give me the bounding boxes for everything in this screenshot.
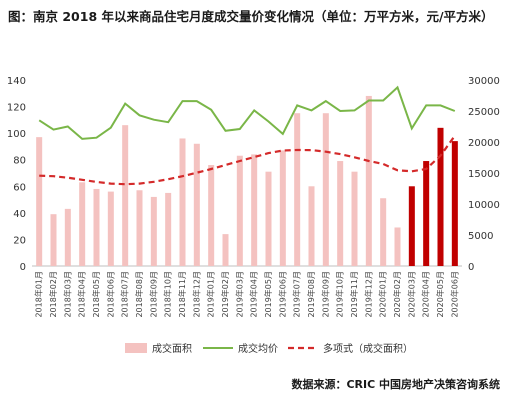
bar-2018年07月: [122, 125, 129, 267]
bar-2018年05月: [93, 188, 100, 266]
price-line: [38, 85, 456, 140]
x-tick-label: 2018年08月: [134, 271, 144, 318]
x-tick-label: 2020年01月: [378, 271, 388, 318]
right-axis-tick-label: 25000: [468, 107, 500, 118]
x-tick-label: 2020年03月: [406, 271, 416, 318]
bar-2019年08月: [308, 186, 315, 266]
x-tick-label: 2019年10月: [335, 271, 345, 318]
left-axis-tick-label: 140: [7, 76, 26, 87]
bar-2019年04月: [251, 154, 258, 266]
chart-title: 图：南京 2018 年以来商品住宅月度成交量价变化情况（单位：万平方米，元/平方…: [8, 9, 494, 24]
x-tick-label: 2018年02月: [48, 271, 58, 318]
x-tick-label: 2020年05月: [435, 271, 445, 318]
right-axis-tick-label: 30000: [468, 76, 500, 87]
x-tick-label: 2019年03月: [234, 271, 244, 318]
left-axis-tick-label: 20: [13, 235, 26, 246]
x-tick-label: 2018年10月: [163, 271, 173, 318]
bar-2019年05月: [265, 171, 272, 266]
x-tick-label: 2019年02月: [220, 271, 230, 318]
bar-2020年04月: [423, 161, 430, 266]
bar-2018年12月: [193, 143, 200, 266]
x-tick-label: 2019年06月: [277, 271, 287, 318]
x-tick-label: 2018年05月: [91, 271, 101, 318]
right-axis-tick-label: 10000: [468, 200, 500, 211]
x-tick-label: 2019年09月: [320, 271, 330, 318]
x-tick-label: 2018年03月: [62, 271, 72, 318]
left-axis-tick-label: 80: [13, 156, 26, 167]
left-axis-tick-label: 40: [13, 209, 26, 220]
x-tick-label: 2020年04月: [421, 271, 431, 318]
left-axis-tick-label: 100: [7, 129, 26, 140]
left-axis-tick-label: 0: [20, 262, 26, 273]
x-tick-label: 2018年12月: [191, 271, 201, 318]
bar-2019年09月: [322, 113, 329, 266]
x-tick-label: 2019年01月: [206, 271, 216, 318]
legend-label-bars: 成交面积: [152, 342, 192, 355]
bar-2018年10月: [165, 192, 172, 266]
bar-2019年10月: [337, 161, 344, 266]
bar-2018年08月: [136, 190, 143, 266]
x-tick-label: 2019年11月: [349, 271, 359, 318]
bar-2018年02月: [50, 214, 57, 266]
x-tick-label: 2019年12月: [363, 271, 373, 318]
bar-2018年06月: [107, 191, 114, 266]
x-tick-label: 2019年04月: [249, 271, 259, 318]
right-axis-tick-label: 15000: [468, 169, 500, 180]
trend-line: [39, 135, 456, 186]
x-tick-label: 2020年02月: [392, 271, 402, 318]
bar-2018年11月: [179, 138, 186, 266]
bar-2020年01月: [380, 198, 387, 266]
x-tick-label: 2018年07月: [120, 271, 130, 318]
bar-2019年12月: [365, 95, 372, 266]
bar-2019年03月: [236, 155, 243, 266]
x-tick-label: 2018年11月: [177, 271, 187, 318]
left-axis-tick-label: 120: [7, 103, 26, 114]
bar-2020年02月: [394, 227, 401, 266]
left-axis-tick-label: 60: [13, 182, 26, 193]
x-tick-label: 2020年06月: [449, 271, 459, 318]
x-tick-label: 2019年05月: [263, 271, 273, 318]
right-axis-tick-label: 0: [468, 262, 474, 273]
bar-2018年09月: [150, 196, 157, 266]
x-tick-label: 2018年01月: [34, 271, 44, 318]
bar-2018年04月: [79, 182, 86, 266]
chart-canvas: 0 20 40 60 80 100 120 140 0 5000 10000 15000 20000 25…: [7, 76, 500, 355]
x-tick-label: 2019年07月: [292, 271, 302, 318]
bar-2019年11月: [351, 171, 358, 266]
bar-2019年01月: [208, 165, 215, 266]
bar-2020年05月: [437, 127, 444, 266]
bar-2020年03月: [408, 186, 415, 266]
bar-2018年03月: [64, 208, 71, 266]
source-note: 数据来源：CRIC 中国房地产决策咨询系统: [291, 378, 500, 391]
x-tick-label: 2018年06月: [105, 271, 115, 318]
bar-2018年01月: [36, 137, 43, 266]
x-tick-label: 2019年08月: [306, 271, 316, 318]
bar-2020年06月: [451, 141, 458, 266]
x-tick-label: 2018年04月: [77, 271, 87, 318]
right-axis-tick-label: 5000: [468, 231, 493, 242]
legend-swatch-bars: [125, 343, 147, 353]
right-axis-tick-label: 20000: [468, 138, 500, 149]
bar-2019年02月: [222, 234, 229, 266]
legend-label-price: 成交均价: [238, 342, 278, 355]
x-tick-label: 2018年09月: [148, 271, 158, 318]
bar-2019年07月: [294, 113, 301, 266]
legend-label-trend: 多项式（成交面积）: [323, 342, 413, 355]
bar-2019年06月: [279, 150, 286, 266]
